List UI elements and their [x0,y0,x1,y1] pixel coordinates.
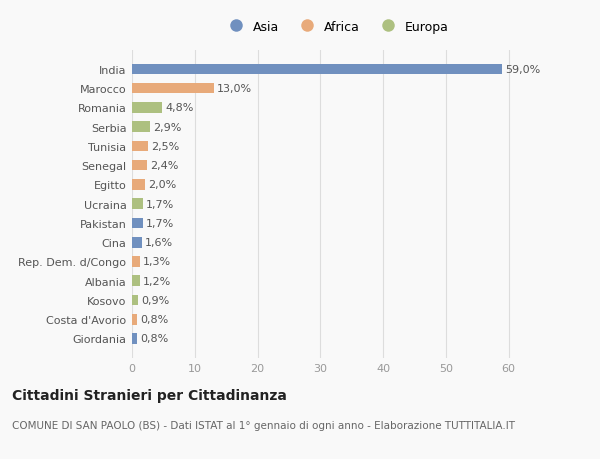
Legend: Asia, Africa, Europa: Asia, Africa, Europa [219,17,453,37]
Bar [132,180,145,190]
Text: 0,8%: 0,8% [140,334,169,344]
Text: 0,8%: 0,8% [140,314,169,325]
Bar [132,122,150,133]
Bar [132,257,140,267]
Text: 2,9%: 2,9% [154,123,182,132]
Text: 4,8%: 4,8% [165,103,194,113]
Text: 1,7%: 1,7% [146,218,174,229]
Bar [132,103,162,113]
Bar [132,199,143,210]
Bar [132,64,502,75]
Text: 59,0%: 59,0% [505,65,541,75]
Text: 2,4%: 2,4% [150,161,179,171]
Text: COMUNE DI SAN PAOLO (BS) - Dati ISTAT al 1° gennaio di ogni anno - Elaborazione : COMUNE DI SAN PAOLO (BS) - Dati ISTAT al… [12,420,515,430]
Bar [132,141,148,152]
Text: 0,9%: 0,9% [141,295,169,305]
Bar [132,84,214,94]
Bar [132,314,137,325]
Bar [132,276,140,286]
Text: 1,6%: 1,6% [145,238,173,248]
Bar [132,295,137,306]
Text: 1,3%: 1,3% [143,257,172,267]
Text: 2,0%: 2,0% [148,180,176,190]
Text: 13,0%: 13,0% [217,84,252,94]
Text: 1,7%: 1,7% [146,199,174,209]
Text: 2,5%: 2,5% [151,142,179,151]
Text: Cittadini Stranieri per Cittadinanza: Cittadini Stranieri per Cittadinanza [12,388,287,402]
Bar [132,161,147,171]
Text: 1,2%: 1,2% [143,276,171,286]
Bar [132,237,142,248]
Bar [132,334,137,344]
Bar [132,218,143,229]
